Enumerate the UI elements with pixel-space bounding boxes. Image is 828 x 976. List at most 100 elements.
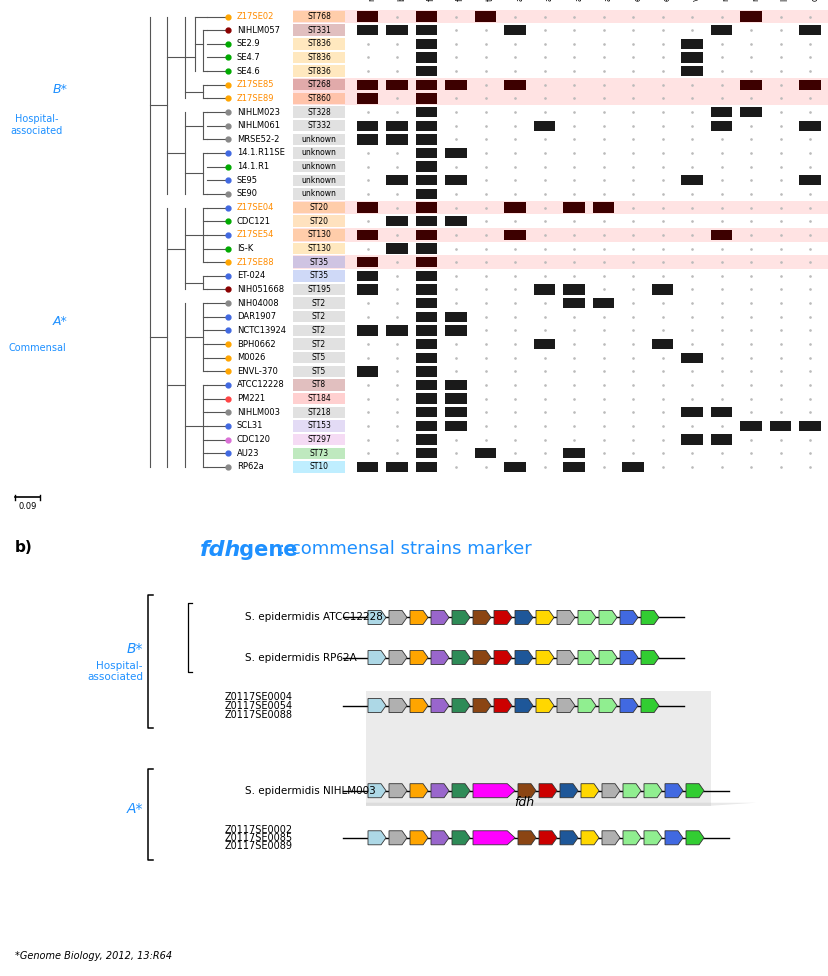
Bar bbox=[292, 78, 828, 92]
Polygon shape bbox=[493, 610, 512, 625]
Bar bbox=[292, 421, 344, 431]
Text: *Genome Biology, 2012, 13:R64: *Genome Biology, 2012, 13:R64 bbox=[15, 951, 172, 961]
Text: Z0117SE0089: Z0117SE0089 bbox=[224, 840, 292, 851]
Bar bbox=[533, 120, 555, 131]
Polygon shape bbox=[431, 610, 449, 625]
Bar bbox=[681, 407, 702, 418]
Bar bbox=[563, 202, 585, 213]
Polygon shape bbox=[556, 699, 575, 712]
Polygon shape bbox=[556, 650, 575, 665]
Bar bbox=[292, 216, 344, 227]
Text: ST35: ST35 bbox=[309, 258, 328, 266]
Polygon shape bbox=[451, 784, 469, 797]
Text: Hospital-
associated: Hospital- associated bbox=[87, 661, 142, 682]
Polygon shape bbox=[599, 610, 616, 625]
Bar bbox=[798, 175, 820, 185]
Polygon shape bbox=[388, 610, 407, 625]
Bar bbox=[474, 12, 496, 21]
Polygon shape bbox=[686, 831, 703, 845]
Text: ST836: ST836 bbox=[306, 66, 330, 75]
Text: Hospital-
associated: Hospital- associated bbox=[11, 114, 63, 136]
Bar bbox=[357, 270, 378, 281]
Polygon shape bbox=[473, 831, 514, 845]
Text: ST2: ST2 bbox=[311, 312, 325, 321]
Bar bbox=[357, 134, 378, 144]
Text: Z17SE89: Z17SE89 bbox=[237, 94, 274, 102]
Bar bbox=[292, 175, 344, 186]
Text: Z0117SE0004: Z0117SE0004 bbox=[224, 692, 292, 702]
Bar bbox=[445, 80, 466, 90]
Bar bbox=[357, 257, 378, 267]
Text: CDC120: CDC120 bbox=[237, 435, 271, 444]
Bar bbox=[798, 25, 820, 35]
Polygon shape bbox=[451, 650, 469, 665]
Text: Z17SE02: Z17SE02 bbox=[237, 12, 274, 21]
Text: ST35: ST35 bbox=[309, 271, 328, 280]
Bar bbox=[292, 256, 828, 269]
Polygon shape bbox=[388, 699, 407, 712]
Bar bbox=[445, 393, 466, 404]
Bar bbox=[416, 53, 437, 62]
Polygon shape bbox=[686, 784, 703, 797]
Text: S. epidermidis NIHLM003: S. epidermidis NIHLM003 bbox=[245, 786, 375, 795]
Bar bbox=[416, 298, 437, 308]
Text: ST130: ST130 bbox=[306, 244, 330, 253]
Bar bbox=[445, 325, 466, 336]
Polygon shape bbox=[451, 610, 469, 625]
Text: ST331: ST331 bbox=[306, 25, 330, 35]
Text: ST5: ST5 bbox=[311, 367, 325, 376]
Polygon shape bbox=[451, 699, 469, 712]
Bar bbox=[416, 202, 437, 213]
Bar bbox=[739, 80, 761, 90]
Text: Z0117SE0002: Z0117SE0002 bbox=[224, 825, 293, 834]
Text: ST153: ST153 bbox=[306, 422, 330, 430]
Text: B*: B* bbox=[127, 642, 142, 657]
Bar bbox=[386, 80, 407, 90]
Bar bbox=[292, 10, 828, 23]
Bar bbox=[798, 421, 820, 431]
Text: NIHLM057: NIHLM057 bbox=[237, 25, 280, 35]
Polygon shape bbox=[560, 784, 577, 797]
Polygon shape bbox=[577, 650, 595, 665]
Polygon shape bbox=[536, 650, 553, 665]
Text: unknown: unknown bbox=[301, 148, 336, 157]
Bar bbox=[292, 448, 344, 459]
Bar bbox=[386, 216, 407, 226]
Bar bbox=[651, 339, 672, 349]
Bar bbox=[292, 229, 344, 241]
Bar bbox=[416, 94, 437, 103]
Text: A*: A* bbox=[127, 802, 142, 816]
Bar bbox=[681, 66, 702, 76]
Bar bbox=[292, 434, 344, 445]
Bar bbox=[292, 407, 344, 418]
Bar bbox=[798, 120, 820, 131]
Polygon shape bbox=[601, 831, 619, 845]
Polygon shape bbox=[538, 784, 556, 797]
Text: Z0117SE0054: Z0117SE0054 bbox=[224, 701, 293, 711]
Polygon shape bbox=[493, 699, 512, 712]
Bar bbox=[292, 134, 344, 145]
Bar bbox=[416, 39, 437, 49]
Bar bbox=[445, 380, 466, 390]
Polygon shape bbox=[473, 610, 490, 625]
Bar bbox=[710, 120, 732, 131]
Bar bbox=[357, 12, 378, 21]
Text: Commensal: Commensal bbox=[8, 344, 65, 353]
Bar bbox=[365, 691, 710, 806]
Polygon shape bbox=[577, 699, 595, 712]
Bar bbox=[563, 284, 585, 295]
Bar bbox=[292, 311, 344, 322]
Bar bbox=[357, 284, 378, 295]
Bar bbox=[681, 39, 702, 49]
Bar bbox=[445, 421, 466, 431]
Bar bbox=[445, 407, 466, 418]
Text: 14.1.R11SE: 14.1.R11SE bbox=[237, 148, 285, 157]
Polygon shape bbox=[580, 831, 599, 845]
Text: ST332: ST332 bbox=[306, 121, 330, 130]
Text: SE90: SE90 bbox=[237, 189, 258, 198]
Bar bbox=[739, 12, 761, 21]
Bar bbox=[504, 25, 525, 35]
Text: Z17SE88: Z17SE88 bbox=[237, 258, 274, 266]
Bar bbox=[416, 243, 437, 254]
Text: ST218: ST218 bbox=[307, 408, 330, 417]
